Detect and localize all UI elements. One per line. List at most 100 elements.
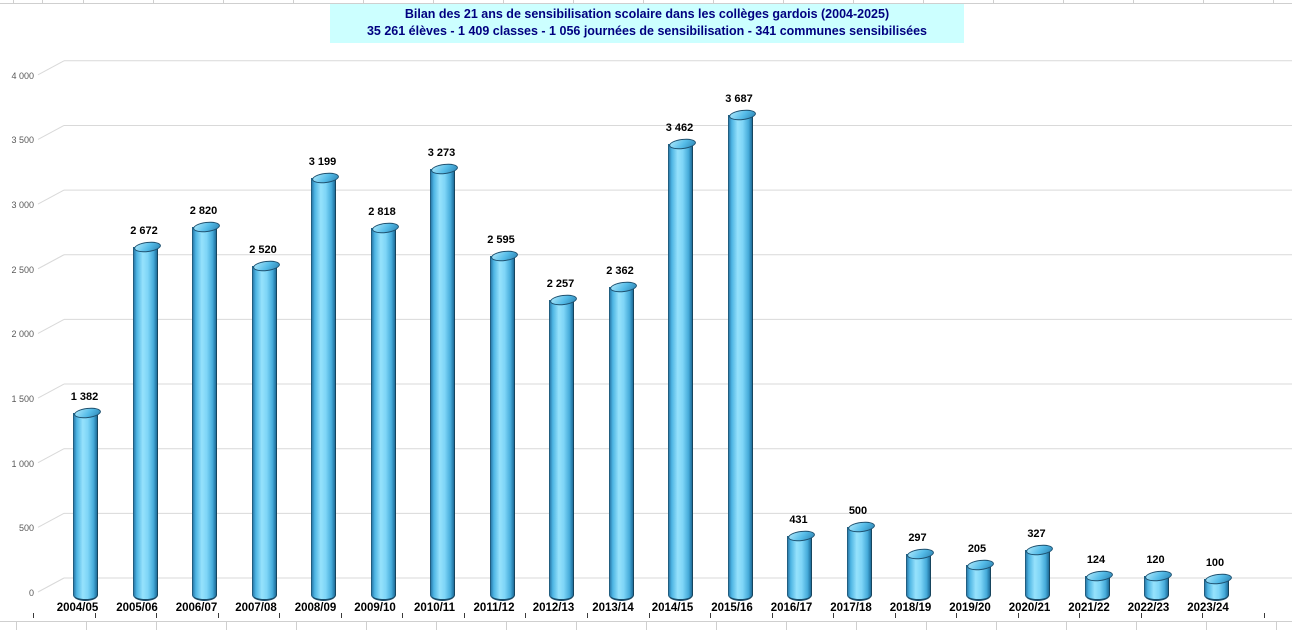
x-axis-label: 2004/05: [56, 602, 99, 614]
sheet-column-border: [153, 0, 154, 3]
sheet-column-border: [573, 0, 574, 3]
sheet-column-border: [856, 622, 857, 630]
sheet-column-border: [646, 622, 647, 630]
category-axis-tick: [1264, 613, 1265, 618]
category-axis-tick: [586, 613, 588, 618]
sheet-column-border: [296, 622, 297, 630]
bar-cylinder-body: [132, 246, 158, 601]
sheet-column-border: [1133, 0, 1134, 3]
category-axis-tick: [525, 613, 527, 618]
bar-cylinder-body: [906, 553, 931, 601]
chart-title: Bilan des 21 ans de sensibilisation scol…: [404, 7, 890, 21]
y-axis-label: 2 500: [11, 264, 34, 275]
sheet-column-border: [1136, 622, 1137, 630]
category-axis-tick: [956, 613, 958, 618]
sheet-column-border: [503, 0, 504, 3]
bar-cylinder-body: [549, 300, 574, 601]
x-axis-label: 2013/14: [592, 602, 634, 614]
category-axis-tick: [279, 613, 281, 618]
category-axis-tick: [217, 613, 219, 618]
y-axis-label: 3 500: [11, 135, 34, 146]
y-axis-label: 3 000: [11, 200, 34, 211]
sheet-column-border: [996, 622, 997, 630]
chart-title-box[interactable]: Bilan des 21 ans de sensibilisation scol…: [330, 4, 964, 43]
sheet-column-border: [366, 622, 367, 630]
category-axis-tick: [710, 613, 712, 618]
bar-value-label: 2 818: [368, 205, 396, 218]
bar-value-label: 2 595: [487, 234, 515, 247]
sheet-column-border: [1273, 0, 1274, 3]
sheet-column-border: [42, 0, 43, 3]
bar-value-label: 327: [1027, 527, 1046, 540]
sheet-column-border: [13, 0, 14, 3]
bar-value-label: 297: [908, 531, 927, 544]
category-axis-tick: [340, 613, 342, 618]
chart-subtitle: 35 261 élèves - 1 409 classes - 1 056 jo…: [366, 24, 928, 38]
x-axis-label: 2015/16: [711, 602, 753, 614]
sheet-column-border: [576, 622, 577, 630]
bar-value-label: 431: [789, 514, 808, 527]
bar-value-label: 124: [1086, 553, 1106, 566]
sheet-column-border: [713, 0, 714, 3]
category-axis-tick: [648, 613, 650, 618]
x-axis-label: 2011/12: [473, 602, 515, 614]
x-axis-label: 2018/19: [889, 602, 932, 614]
sheet-column-border: [156, 622, 157, 630]
y-axis-label: 2 000: [11, 329, 34, 340]
sheet-column-border: [226, 622, 227, 630]
x-axis-label: 2020/21: [1008, 602, 1051, 614]
x-axis-label: 2017/18: [830, 602, 872, 614]
x-axis-label: 2005/06: [116, 602, 158, 614]
bar-value-label: 2 520: [249, 244, 277, 257]
sheet-column-border: [1203, 0, 1204, 3]
bar-value-label: 3 687: [725, 93, 753, 106]
category-axis-tick: [1079, 613, 1081, 618]
category-axis-tick: [463, 613, 465, 618]
bar-cylinder-body: [192, 227, 217, 601]
x-axis-label: 2019/20: [949, 602, 991, 614]
category-axis-tick: [156, 613, 158, 618]
bar-cylinder-body: [965, 565, 991, 601]
bar-cylinder-body: [73, 413, 98, 601]
y-axis-label: 0: [28, 588, 34, 598]
bar-cylinder-body: [668, 144, 693, 601]
y-axis-label: 500: [18, 523, 34, 534]
x-axis-label: 2023/24: [1187, 602, 1229, 614]
y-axis-label: 1 000: [11, 458, 34, 469]
sheet-column-border: [86, 622, 87, 630]
category-axis-tick: [402, 613, 404, 618]
x-axis-label: 2014/15: [651, 602, 694, 614]
sheet-column-border: [16, 622, 17, 630]
sheet-column-border: [1206, 622, 1207, 630]
category-axis-tick: [94, 613, 96, 618]
sheet-row-border: [0, 621, 1292, 622]
bar-value-label: 3 462: [665, 122, 694, 135]
bar-cylinder-body: [251, 266, 277, 601]
sheet-column-border: [223, 0, 224, 3]
y-axis-label: 1 500: [11, 394, 34, 405]
x-axis-label: 2021/22: [1068, 602, 1110, 614]
category-axis-tick: [894, 613, 896, 618]
sheet-column-border: [786, 622, 787, 630]
sheet-column-border: [1276, 622, 1277, 630]
x-axis-label: 2022/23: [1127, 602, 1170, 614]
bar-value-label: 100: [1205, 557, 1225, 570]
sheet-column-border: [293, 0, 294, 3]
x-axis-label: 2008/09: [294, 602, 337, 614]
bar-cylinder-body: [370, 227, 396, 601]
category-axis-tick: [1140, 613, 1142, 618]
bar-cylinder-body: [430, 168, 455, 601]
category-axis-tick: [1017, 613, 1019, 618]
category-axis-tick: [771, 613, 773, 618]
bar-value-label: 500: [848, 505, 868, 518]
bar-value-label: 1 382: [70, 391, 99, 404]
x-axis-label: 2016/17: [770, 602, 813, 614]
bar-value-label: 2 257: [546, 278, 575, 291]
bar-value-label: 2 672: [130, 224, 158, 237]
y-axis-label: 4 000: [11, 70, 34, 81]
sheet-column-border: [433, 0, 434, 3]
sheet-column-border: [993, 0, 994, 3]
bar-value-label: 205: [967, 543, 987, 556]
bar-value-label: 3 273: [427, 146, 456, 159]
